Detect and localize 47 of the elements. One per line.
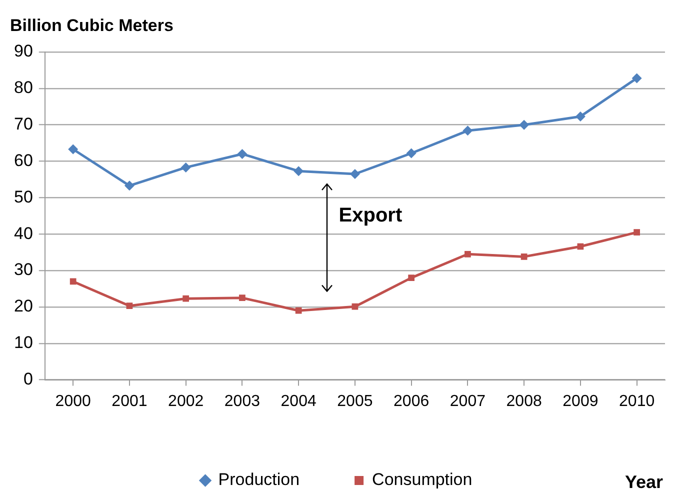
point [575,111,586,122]
x-tick-label: 2010 [619,392,655,410]
point [239,294,246,302]
x-tick-label: 2008 [506,392,542,410]
x-tick-label: 2009 [562,392,598,410]
y-tick-label: 70 [14,114,33,134]
point [124,180,134,191]
point [126,302,133,310]
x-tick-label: 2001 [112,392,148,410]
point [464,250,471,258]
y-tick-label: 90 [14,42,33,61]
y-tick-label: 60 [14,150,33,170]
point [462,126,473,136]
x-tick-label: 2002 [168,392,204,410]
point [634,229,640,236]
point [408,274,415,281]
y-tick-label: 0 [23,369,33,388]
point [182,295,190,302]
legend-label: Production [218,470,300,490]
point [70,278,76,285]
point [295,307,302,314]
point [632,73,642,84]
point [237,148,248,159]
point [352,303,358,310]
x-tick-label: 2000 [55,392,91,410]
y-tick-label: 80 [14,78,33,98]
x-tick-label: 2004 [280,392,316,410]
point [520,254,528,260]
x-tick-label: 2007 [450,392,486,410]
y-tick-label: 10 [14,333,33,352]
y-tick-label: 50 [14,187,33,206]
point [180,162,191,172]
x-tick-label: 2006 [394,392,430,410]
y-tick-label: 30 [14,260,33,280]
point [294,166,304,176]
point [406,148,416,158]
x-tick-label: 2003 [224,392,260,410]
x-tick-label: 2005 [337,392,373,410]
point [519,120,530,130]
y-tick-label: 20 [14,296,33,316]
point [350,169,360,180]
annotation: Export [338,204,402,226]
x-axis-title: Year [624,472,663,493]
y-axis-title: Billion Cubic Meters [10,16,174,36]
legend-label: Consumption [372,470,472,490]
point [68,144,78,154]
y-tick-label: 40 [14,224,33,243]
